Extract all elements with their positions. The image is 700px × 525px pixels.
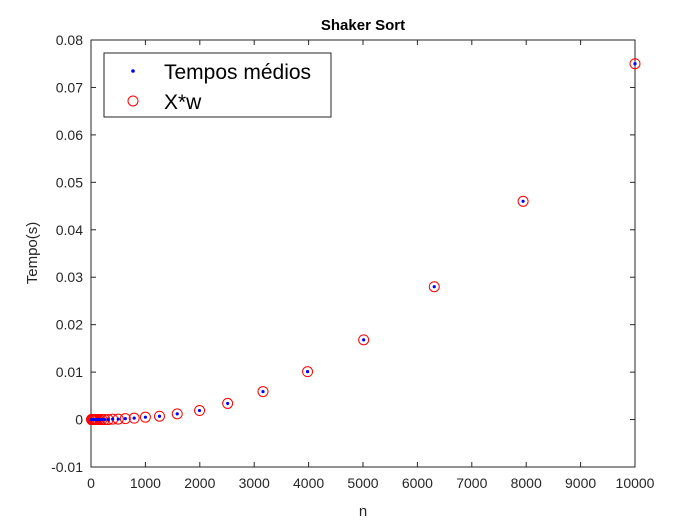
xw-point xyxy=(517,195,529,207)
tempos-medios-point xyxy=(175,412,179,416)
x-tick-label: 9000 xyxy=(565,475,596,491)
x-tick-label: 10000 xyxy=(616,475,655,491)
tempos-medios-point xyxy=(157,414,162,418)
x-tick-label: 7000 xyxy=(456,475,487,491)
tempos-medios-point xyxy=(633,62,637,66)
x-tick-label: 8000 xyxy=(511,475,542,491)
y-tick-label: 0.02 xyxy=(56,317,83,333)
legend-box xyxy=(103,52,332,118)
xw-point xyxy=(257,386,269,398)
tempos-medios-point xyxy=(143,415,147,419)
x-tick-label: 3000 xyxy=(239,475,270,491)
tempos-medios-point xyxy=(123,417,127,421)
x-tick-label: 1000 xyxy=(130,475,161,491)
xw-point xyxy=(194,405,206,417)
tempos-medios-point xyxy=(521,199,525,203)
y-tick-label: 0.08 xyxy=(56,32,83,48)
x-axis-label: n xyxy=(359,503,367,520)
x-tick-label: 4000 xyxy=(293,475,324,491)
xw-point xyxy=(128,412,140,424)
tempos-medios-point xyxy=(197,408,202,413)
tempos-medios-point xyxy=(432,285,436,289)
xw-point xyxy=(119,413,131,425)
x-tick-label: 0 xyxy=(87,475,95,491)
legend-label-xw: X*w xyxy=(164,91,202,114)
legend: Tempos médios X*w xyxy=(103,52,332,118)
tempos-medios-point xyxy=(103,417,107,422)
xw-point xyxy=(428,281,440,293)
y-axis-label: Tempo(s) xyxy=(24,222,41,285)
tempos-medios-point xyxy=(132,416,136,420)
y-axis: -0.01 0 0.01 0.02 0.03 0.04 0.05 0.06 0.07 0.08 xyxy=(51,32,635,475)
tempos-medios-point xyxy=(106,417,110,422)
x-axis: 0 1000 2000 3000 4000 5000 6000 7000 8000 9000 100… xyxy=(87,40,655,491)
chart-title: Shaker Sort xyxy=(321,17,405,34)
y-tick-label: 0.06 xyxy=(56,127,83,143)
xw-point xyxy=(153,410,165,422)
y-tick-label: 0.03 xyxy=(56,269,83,285)
xw-point xyxy=(302,366,314,378)
tempos-medios-point xyxy=(97,417,102,422)
xw-point xyxy=(222,397,234,409)
xw-point xyxy=(139,411,151,423)
y-tick-label: -0.01 xyxy=(51,459,83,475)
series-layer xyxy=(86,58,641,426)
y-tick-label: 0.07 xyxy=(56,79,83,95)
tempos-medios-point xyxy=(226,401,230,406)
y-tick-label: 0 xyxy=(75,412,83,428)
y-tick-label: 0.01 xyxy=(56,364,83,380)
tempos-medios-point xyxy=(362,338,366,342)
tempos-medios-point xyxy=(116,417,120,421)
y-tick-label: 0.04 xyxy=(56,222,83,238)
x-tick-label: 6000 xyxy=(402,475,433,491)
tempos-medios-point xyxy=(100,417,104,422)
tempos-medios-point xyxy=(261,389,265,394)
x-tick-label: 5000 xyxy=(347,475,378,491)
xw-point xyxy=(358,334,370,346)
xw-point xyxy=(629,58,641,70)
tempos-medios-point xyxy=(111,417,115,421)
y-tick-label: 0.05 xyxy=(56,174,83,190)
x-tick-label: 2000 xyxy=(184,475,215,491)
legend-label-tempos-medios: Tempos médios xyxy=(164,61,311,84)
xw-point xyxy=(171,408,183,420)
legend-circle-marker xyxy=(127,95,139,107)
legend-dot-marker xyxy=(131,69,135,73)
tempos-medios-point xyxy=(305,370,310,374)
